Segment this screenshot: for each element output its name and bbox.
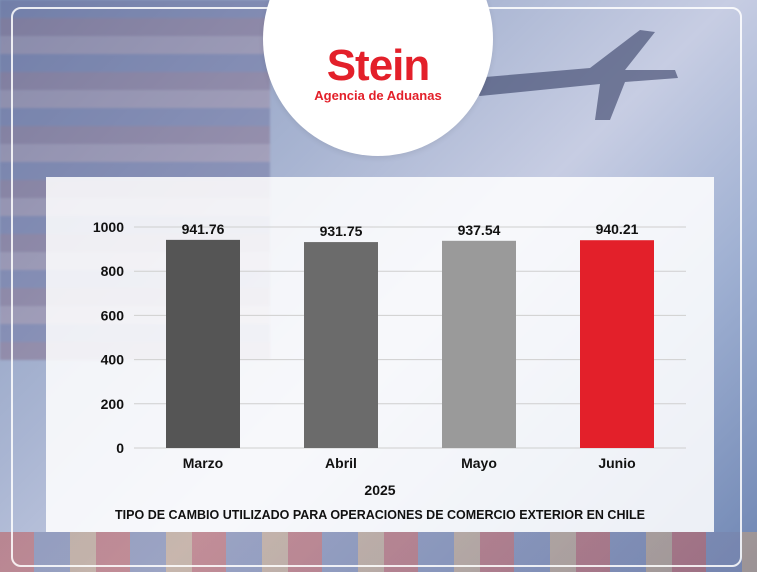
y-tick-label: 600 xyxy=(101,307,125,323)
chart-caption: TIPO DE CAMBIO UTILIZADO PARA OPERACIONE… xyxy=(115,508,645,522)
bar xyxy=(166,239,240,448)
x-tick-label: Junio xyxy=(598,455,635,471)
bar-value-label: 940.21 xyxy=(596,221,639,237)
bar xyxy=(442,240,516,448)
brand-tagline: Agencia de Aduanas xyxy=(314,88,442,103)
x-tick-label: Marzo xyxy=(183,455,223,471)
x-tick-label: Mayo xyxy=(461,455,497,471)
bar-chart: 0 200 400 600 800 1000 941.76 Marzo 931.75 Abril 9… xyxy=(93,219,686,471)
bar-value-label: 931.75 xyxy=(320,223,363,239)
y-tick-label: 800 xyxy=(101,263,125,279)
y-tick-label: 0 xyxy=(116,440,124,456)
bar xyxy=(304,242,378,448)
x-axis-title: 2025 xyxy=(364,482,396,498)
bar-value-label: 937.54 xyxy=(458,222,501,238)
airplane-icon xyxy=(450,30,678,120)
y-tick-label: 1000 xyxy=(93,219,124,235)
x-tick-label: Abril xyxy=(325,455,357,471)
brand-logo: Stein xyxy=(326,41,431,90)
bar xyxy=(580,240,654,448)
y-tick-label: 200 xyxy=(101,396,125,412)
y-tick-label: 400 xyxy=(101,352,125,368)
bar-value-label: 941.76 xyxy=(182,221,225,237)
